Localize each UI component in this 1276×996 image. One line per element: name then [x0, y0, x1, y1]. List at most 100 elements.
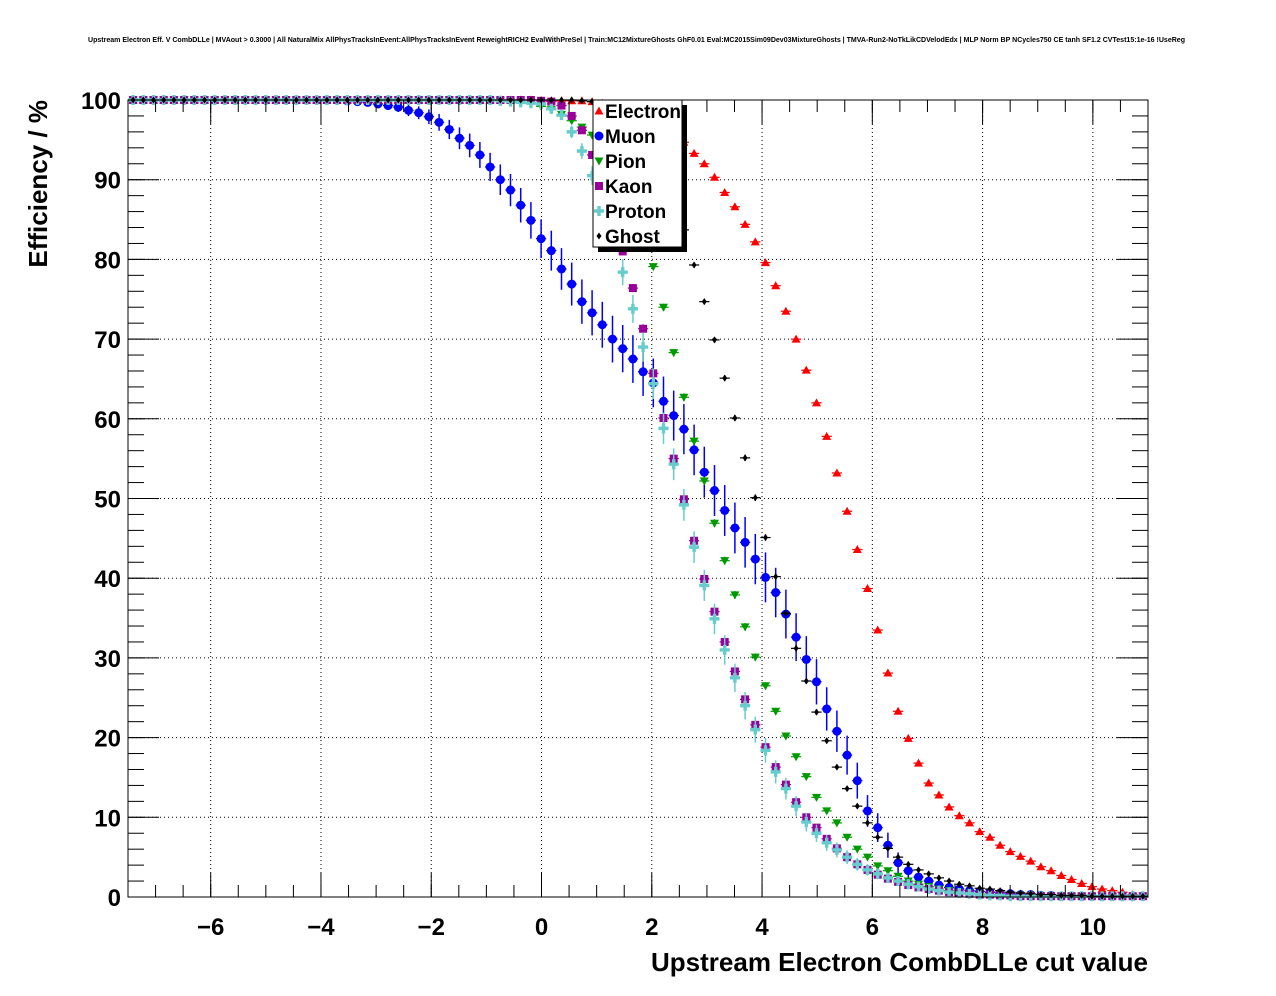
pion-point: [781, 732, 791, 741]
muon-point: [434, 117, 444, 127]
x-tick-label: −2: [418, 914, 445, 941]
muon-point: [414, 108, 424, 118]
ghost-point: [712, 336, 717, 344]
electron-point: [965, 818, 974, 827]
proton-point: [995, 890, 1006, 901]
ghost-point: [926, 870, 932, 878]
proton-point: [780, 783, 791, 794]
x-tick-label: 2: [645, 914, 658, 941]
muon-point: [495, 175, 505, 185]
y-tick-label: 20: [94, 726, 121, 753]
plot-title: Upstream Electron Eff. V CombDLLe | MVAo…: [88, 37, 1185, 44]
kaon-point: [567, 111, 576, 120]
legend-entry-kaon: Kaon: [595, 177, 653, 198]
ghost-point: [1038, 891, 1044, 899]
ghost-point: [997, 887, 1003, 895]
kaon-point: [577, 126, 586, 135]
muon-point: [679, 424, 689, 434]
kaon-point: [588, 150, 597, 159]
proton-point: [842, 852, 853, 863]
muon-point: [404, 105, 413, 115]
ghost-point: [967, 882, 972, 890]
electron-point: [863, 584, 872, 593]
electron-point: [699, 159, 709, 168]
pion-point: [812, 793, 821, 802]
electron-point: [720, 187, 730, 196]
proton-point: [933, 885, 944, 896]
muon-point: [873, 823, 883, 833]
electron-point: [730, 202, 740, 211]
pion-point: [659, 303, 668, 312]
proton-point: [576, 146, 587, 157]
muon-point: [567, 279, 577, 289]
proton-point: [658, 423, 669, 434]
electron-point: [812, 398, 821, 407]
muon-point: [516, 200, 526, 210]
electron-point: [883, 668, 893, 677]
pion-point: [679, 393, 689, 402]
ghost-point: [752, 494, 758, 502]
ghost-point: [875, 833, 881, 841]
pion-point: [710, 519, 719, 528]
x-tick-label: 10: [1080, 914, 1107, 941]
electron-point: [842, 506, 852, 515]
y-tick-label: 60: [94, 407, 121, 434]
proton-point: [913, 881, 924, 892]
muon-point: [720, 505, 730, 515]
ghost-point: [1140, 892, 1146, 900]
muon-point: [444, 124, 454, 134]
electron-point: [1005, 847, 1015, 856]
ghost-point: [701, 298, 707, 306]
ghost-point: [1018, 889, 1023, 897]
proton-point: [668, 459, 679, 470]
proton-point: [903, 879, 914, 890]
ghost-point: [1028, 890, 1034, 898]
y-tick-label: 90: [94, 168, 121, 195]
legend-label: Ghost: [605, 227, 661, 248]
pion-point: [771, 707, 781, 716]
proton-point: [729, 672, 740, 683]
x-tick-label: 4: [755, 914, 769, 941]
electron-point: [1046, 866, 1056, 875]
ghost-point: [763, 534, 768, 542]
muon-point: [597, 320, 607, 330]
electron-point: [1097, 884, 1107, 893]
muon-point: [812, 677, 821, 687]
proton-point: [882, 872, 893, 883]
electron-point: [852, 545, 862, 554]
proton-point: [750, 724, 761, 735]
electron-point: [1067, 874, 1076, 883]
proton-point: [964, 888, 975, 899]
proton-point: [862, 864, 873, 875]
proton-point: [923, 884, 934, 895]
muon-point: [801, 654, 811, 664]
legend-label: Kaon: [605, 177, 653, 198]
proton-point: [627, 303, 638, 314]
x-axis-title: Upstream Electron CombDLLe cut value: [651, 947, 1148, 977]
legend-entry-pion: Pion: [594, 152, 646, 173]
ghost-point: [916, 866, 921, 874]
electron-point: [781, 306, 791, 315]
proton-point: [638, 342, 649, 353]
y-tick-label: 50: [94, 487, 121, 514]
y-tick-label: 100: [81, 88, 121, 115]
kaon-point: [557, 101, 566, 110]
proton-point: [974, 889, 985, 900]
muon-point: [914, 872, 923, 882]
electron-point: [1087, 882, 1097, 891]
ghost-point: [773, 573, 779, 581]
electron-point: [924, 778, 934, 787]
electron-point: [995, 840, 1005, 849]
ghost-point: [905, 860, 911, 868]
muon-point: [791, 632, 801, 642]
ghost-point: [1120, 892, 1125, 900]
y-tick-label: 70: [94, 327, 121, 354]
ghost-point: [579, 97, 585, 105]
muon-point: [689, 445, 699, 455]
ghost-point: [895, 853, 901, 861]
pion-point: [761, 682, 770, 691]
muon-point: [771, 588, 781, 598]
electron-point: [985, 832, 995, 841]
proton-point: [801, 817, 812, 828]
ghost-point: [824, 737, 830, 745]
